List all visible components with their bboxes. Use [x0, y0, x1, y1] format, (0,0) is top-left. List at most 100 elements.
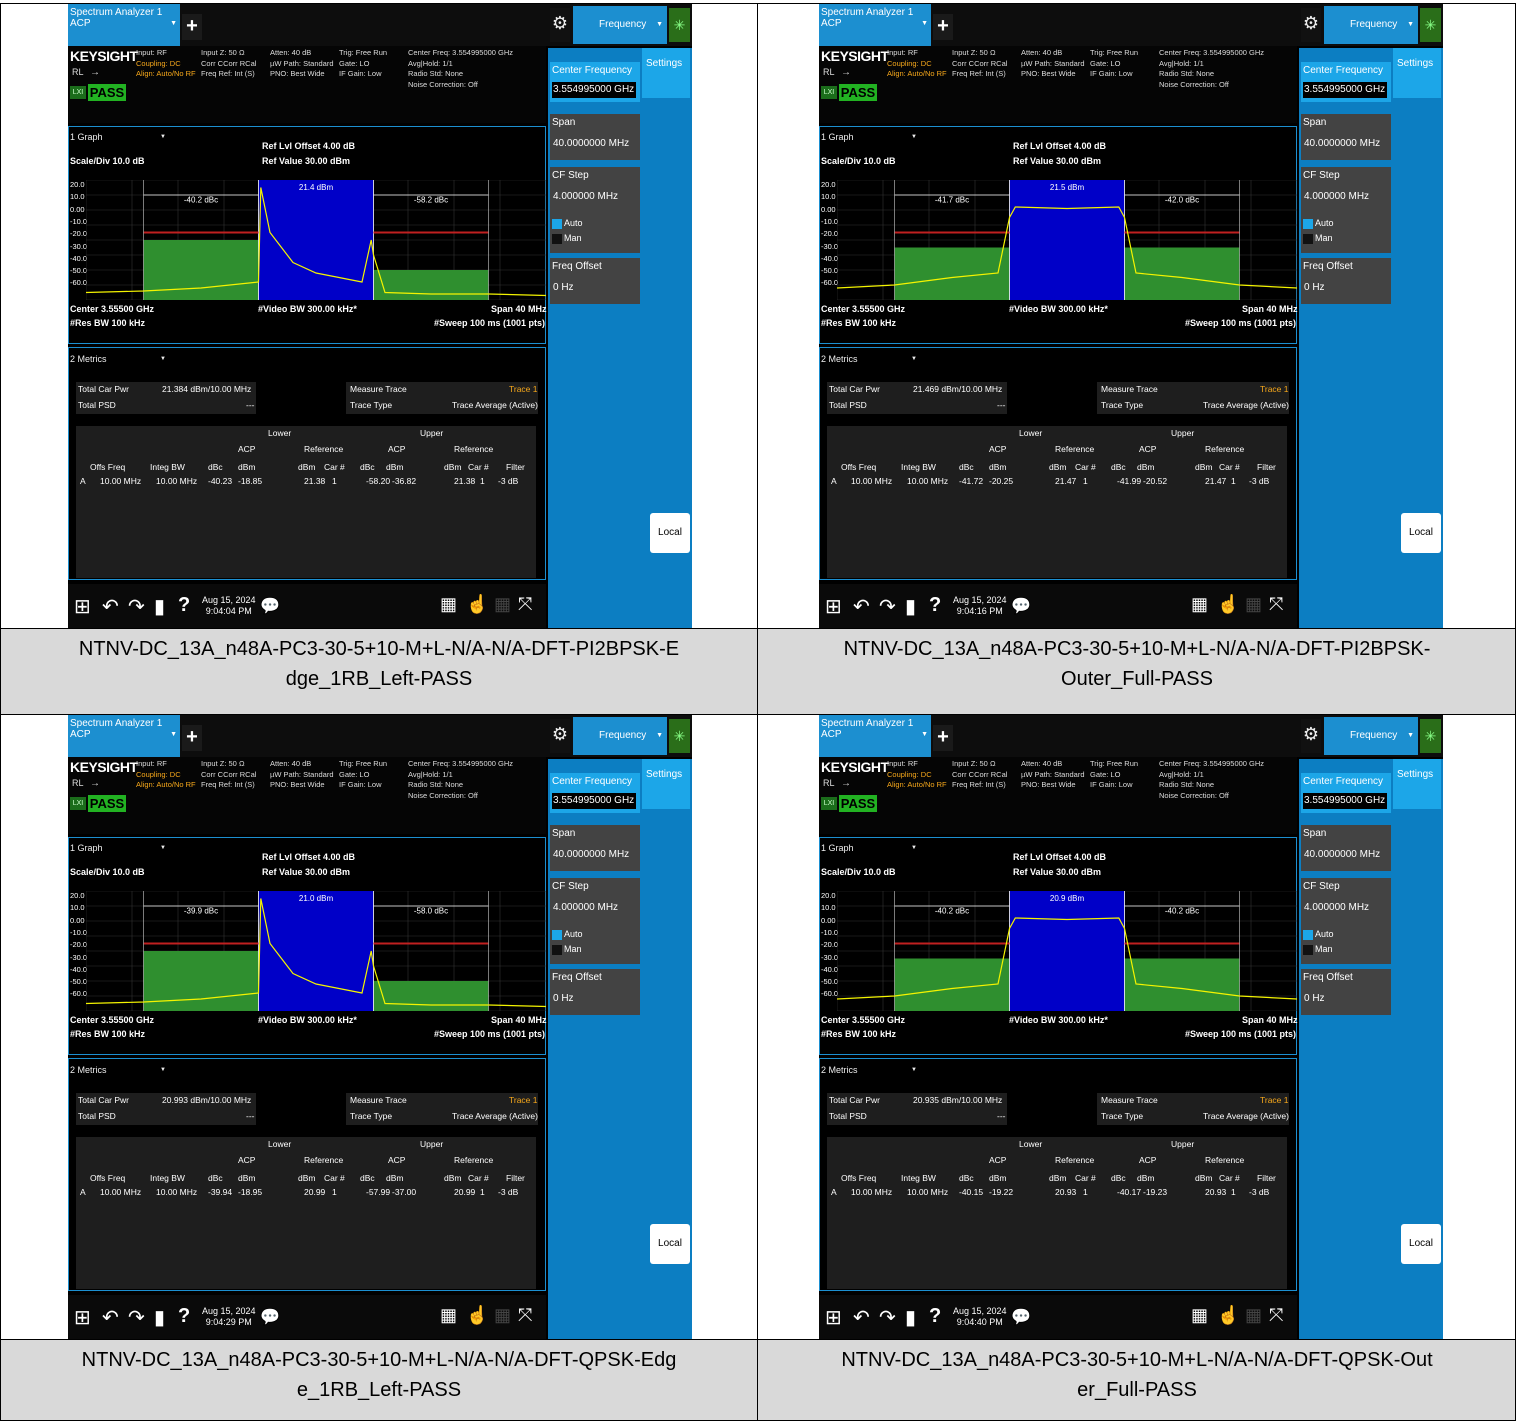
keypad-icon[interactable]: ▦: [440, 594, 458, 614]
span-button[interactable]: Span 40.0000000 MHz: [550, 114, 640, 160]
freq-offset-button[interactable]: Freq Offset 0 Hz: [550, 258, 640, 304]
auto-option[interactable]: Auto: [1303, 217, 1334, 229]
add-screen-button[interactable]: +: [933, 14, 953, 40]
span-button[interactable]: Span 40.0000000 MHz: [550, 825, 640, 871]
undo-icon[interactable]: ↶: [102, 1307, 119, 1329]
keypad-icon[interactable]: ▦: [440, 1305, 458, 1325]
settings-tab[interactable]: Settings: [1393, 48, 1441, 98]
local-button[interactable]: Local: [650, 513, 690, 553]
chat-icon[interactable]: 💬: [260, 1309, 280, 1326]
gear-icon[interactable]: ⚙: [1301, 8, 1321, 42]
chat-icon[interactable]: 💬: [260, 598, 280, 615]
add-screen-button[interactable]: +: [182, 725, 202, 751]
undo-icon[interactable]: ↶: [853, 596, 870, 618]
man-option[interactable]: Man: [552, 943, 582, 955]
freq-offset-button[interactable]: Freq Offset 0 Hz: [550, 969, 640, 1015]
help-icon[interactable]: ?: [929, 1305, 942, 1327]
touch-icon[interactable]: ☝: [466, 594, 489, 614]
add-screen-button[interactable]: +: [182, 14, 202, 40]
man-option[interactable]: Man: [1303, 232, 1333, 244]
frequency-menu-button[interactable]: Frequency ▼: [1324, 6, 1418, 44]
touch-icon[interactable]: ☝: [1217, 1305, 1240, 1325]
metrics-dropdown[interactable]: 2 Metrics: [70, 1065, 107, 1075]
local-button[interactable]: Local: [650, 1224, 690, 1264]
gear-icon[interactable]: ⚙: [1301, 719, 1321, 753]
cf-step-button[interactable]: CF Step 4.000000 MHz: [1301, 878, 1391, 964]
windows-icon[interactable]: ⊞: [825, 596, 842, 618]
undo-icon[interactable]: ↶: [853, 1307, 870, 1329]
add-screen-button[interactable]: +: [933, 725, 953, 751]
center-frequency-button[interactable]: Center Frequency 3.554995000 GHz: [1301, 773, 1391, 813]
help-icon[interactable]: ?: [178, 594, 191, 616]
gear-icon[interactable]: ⚙: [550, 719, 570, 753]
local-button[interactable]: Local: [1401, 1224, 1441, 1264]
freq-offset-button[interactable]: Freq Offset 0 Hz: [1301, 258, 1391, 304]
cf-step-button[interactable]: CF Step 4.000000 MHz: [550, 167, 640, 253]
file-icon[interactable]: ▮: [154, 1307, 166, 1329]
undo-icon[interactable]: ↶: [102, 596, 119, 618]
settings-tab[interactable]: Settings: [1393, 759, 1441, 809]
span-button[interactable]: Span 40.0000000 MHz: [1301, 825, 1391, 871]
keypad-icon[interactable]: ▦: [1191, 594, 1209, 614]
measurement-tab[interactable]: Spectrum Analyzer 1 ACP ▼: [819, 4, 931, 46]
man-option[interactable]: Man: [552, 232, 582, 244]
windows-layout-icon[interactable]: ▦: [1245, 1305, 1263, 1325]
measurement-tab[interactable]: Spectrum Analyzer 1 ACP ▼: [819, 715, 931, 757]
graph-dropdown[interactable]: 1 Graph: [821, 843, 854, 853]
auto-option[interactable]: Auto: [552, 928, 583, 940]
touch-icon[interactable]: ☝: [1217, 594, 1240, 614]
windows-icon[interactable]: ⊞: [74, 596, 91, 618]
redo-icon[interactable]: ↷: [128, 596, 145, 618]
windows-layout-icon[interactable]: ▦: [494, 1305, 512, 1325]
graph-dropdown[interactable]: 1 Graph: [70, 843, 103, 853]
gear-icon[interactable]: ⚙: [550, 8, 570, 42]
local-button[interactable]: Local: [1401, 513, 1441, 553]
redo-icon[interactable]: ↷: [128, 1307, 145, 1329]
center-frequency-button[interactable]: Center Frequency 3.554995000 GHz: [550, 773, 640, 813]
help-icon[interactable]: ?: [178, 1305, 191, 1327]
span-button[interactable]: Span 40.0000000 MHz: [1301, 114, 1391, 160]
auto-option[interactable]: Auto: [1303, 928, 1334, 940]
freq-offset-button[interactable]: Freq Offset 0 Hz: [1301, 969, 1391, 1015]
settings-tab[interactable]: Settings: [642, 48, 690, 98]
settings-tab[interactable]: Settings: [642, 759, 690, 809]
header-text: IF Gain: Low: [1090, 69, 1133, 78]
cf-step-button[interactable]: CF Step 4.000000 MHz: [550, 878, 640, 964]
metrics-dropdown[interactable]: 2 Metrics: [821, 354, 858, 364]
metrics-dropdown[interactable]: 2 Metrics: [821, 1065, 858, 1075]
graph-dropdown[interactable]: 1 Graph: [70, 132, 103, 142]
file-icon[interactable]: ▮: [905, 1307, 917, 1329]
cf-step-button[interactable]: CF Step 4.000000 MHz: [1301, 167, 1391, 253]
center-frequency-button[interactable]: Center Frequency 3.554995000 GHz: [1301, 62, 1391, 102]
touch-icon[interactable]: ☝: [466, 1305, 489, 1325]
table-cell: 20.93: [1205, 1187, 1227, 1197]
file-icon[interactable]: ▮: [154, 596, 166, 618]
frequency-menu-button[interactable]: Frequency ▼: [573, 6, 667, 44]
windows-layout-icon[interactable]: ▦: [494, 594, 512, 614]
redo-icon[interactable]: ↷: [879, 596, 896, 618]
center-frequency-button[interactable]: Center Frequency 3.554995000 GHz: [550, 62, 640, 102]
file-icon[interactable]: ▮: [905, 596, 917, 618]
span-value: 40.0000000 MHz: [1303, 847, 1387, 863]
chat-icon[interactable]: 💬: [1011, 598, 1031, 615]
man-option[interactable]: Man: [1303, 943, 1333, 955]
auto-option[interactable]: Auto: [552, 217, 583, 229]
frequency-menu-button[interactable]: Frequency ▼: [1324, 717, 1418, 755]
fullscreen-icon[interactable]: ⤧: [1269, 1305, 1284, 1325]
help-icon[interactable]: ?: [929, 594, 942, 616]
header-text: Radio Std: None: [408, 780, 464, 789]
windows-icon[interactable]: ⊞: [74, 1307, 91, 1329]
redo-icon[interactable]: ↷: [879, 1307, 896, 1329]
graph-dropdown[interactable]: 1 Graph: [821, 132, 854, 142]
windows-icon[interactable]: ⊞: [825, 1307, 842, 1329]
metrics-dropdown[interactable]: 2 Metrics: [70, 354, 107, 364]
keypad-icon[interactable]: ▦: [1191, 1305, 1209, 1325]
windows-layout-icon[interactable]: ▦: [1245, 594, 1263, 614]
measurement-tab[interactable]: Spectrum Analyzer 1 ACP ▼: [68, 4, 180, 46]
chat-icon[interactable]: 💬: [1011, 1309, 1031, 1326]
fullscreen-icon[interactable]: ⤧: [1269, 594, 1284, 614]
fullscreen-icon[interactable]: ⤧: [518, 594, 533, 614]
frequency-menu-button[interactable]: Frequency ▼: [573, 717, 667, 755]
measurement-tab[interactable]: Spectrum Analyzer 1 ACP ▼: [68, 715, 180, 757]
fullscreen-icon[interactable]: ⤧: [518, 1305, 533, 1325]
